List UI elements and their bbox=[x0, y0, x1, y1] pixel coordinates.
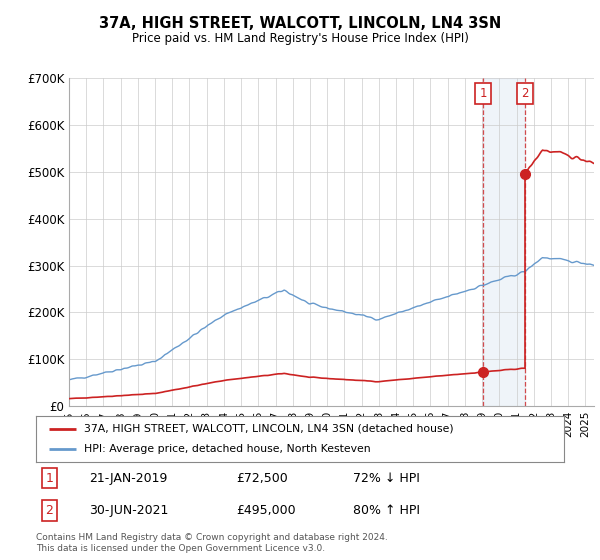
Text: £72,500: £72,500 bbox=[236, 472, 289, 485]
Text: Price paid vs. HM Land Registry's House Price Index (HPI): Price paid vs. HM Land Registry's House … bbox=[131, 32, 469, 45]
Text: 72% ↓ HPI: 72% ↓ HPI bbox=[353, 472, 419, 485]
Text: 2: 2 bbox=[45, 504, 53, 517]
Text: 30-JUN-2021: 30-JUN-2021 bbox=[89, 504, 168, 517]
Text: HPI: Average price, detached house, North Kesteven: HPI: Average price, detached house, Nort… bbox=[83, 444, 370, 454]
Text: 80% ↑ HPI: 80% ↑ HPI bbox=[353, 504, 420, 517]
Text: 21-JAN-2019: 21-JAN-2019 bbox=[89, 472, 167, 485]
Text: 37A, HIGH STREET, WALCOTT, LINCOLN, LN4 3SN (detached house): 37A, HIGH STREET, WALCOTT, LINCOLN, LN4 … bbox=[83, 424, 453, 434]
Text: Contains HM Land Registry data © Crown copyright and database right 2024.
This d: Contains HM Land Registry data © Crown c… bbox=[36, 533, 388, 553]
Text: 1: 1 bbox=[45, 472, 53, 485]
Text: £495,000: £495,000 bbox=[236, 504, 296, 517]
Text: 37A, HIGH STREET, WALCOTT, LINCOLN, LN4 3SN: 37A, HIGH STREET, WALCOTT, LINCOLN, LN4 … bbox=[99, 16, 501, 31]
Bar bbox=[483, 78, 525, 406]
Text: 1: 1 bbox=[479, 87, 487, 100]
Text: 2: 2 bbox=[521, 87, 529, 100]
